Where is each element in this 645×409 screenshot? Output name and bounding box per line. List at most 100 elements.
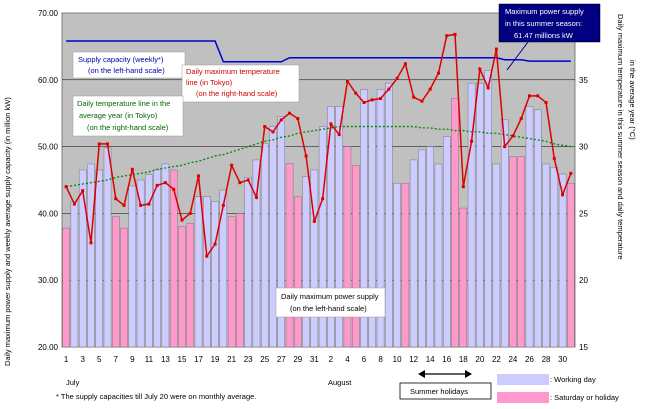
max-supply-box-line3: 61.47 millions kW [514,31,574,40]
max-temp-point-18 [205,254,209,258]
bar-23 [244,177,252,348]
max-temp-point-30 [304,154,308,158]
y2-tick-label: 20 [579,276,588,285]
bar-40 [385,82,393,348]
bar-27 [277,116,286,348]
max-temp-point-41 [395,76,399,80]
max-temp-label-line1: Daily maximum temperature [186,67,280,76]
summer-holidays-box [399,382,492,400]
x-tick-label: 7 [114,355,119,364]
avg-temp-label-line2: average year (in Tokyo) [79,111,158,120]
bar-1 [62,227,70,348]
bar-11 [145,174,153,348]
max-temp-point-11 [147,202,151,206]
bar-17 [194,196,203,348]
x-tick-label: 11 [145,355,154,364]
max-temp-point-49 [461,185,465,189]
max-temp-point-50 [470,139,474,143]
bar-44 [418,149,426,348]
x-tick-label: 20 [475,355,484,364]
x-tick-label: 31 [310,355,319,364]
bar-35 [343,146,352,348]
max-temp-point-45 [428,87,432,91]
x-tick-label: 1 [64,355,69,364]
max-temp-point-7 [114,197,118,201]
legend-swatch-saturday-holiday [497,392,549,403]
bar-33 [327,106,335,348]
bar-3 [78,169,87,348]
x-tick-label: 16 [442,355,451,364]
max-temp-point-15 [180,218,184,222]
bar-60 [550,167,559,348]
x-tick-label: 22 [492,355,501,364]
bar-19 [211,201,219,348]
x-tick-label: 5 [97,355,102,364]
max-temp-point-26 [271,130,275,134]
max-temp-point-34 [337,133,341,137]
max-temp-point-27 [279,118,283,122]
bar-34 [335,106,343,348]
bar-49 [459,207,468,348]
bar-45 [426,146,434,348]
max-temp-point-1 [64,185,68,189]
x-tick-label: 3 [80,355,85,364]
max-temp-point-58 [536,94,540,98]
bar-24 [252,159,261,348]
bar-48 [451,98,459,348]
y2-axis-title-line1: Daily maximum temperature in this summer… [616,14,625,260]
x-tick-label: 8 [378,355,383,364]
bar-21 [227,216,236,348]
max-temp-point-39 [379,97,383,101]
max-temp-point-2 [72,202,76,206]
month-label-august: August [328,378,352,387]
max-temp-point-23 [246,178,250,182]
x-tick-label: 30 [558,355,567,364]
y2-axis-title-line2: in the average year (°C) [628,60,637,140]
max-temp-point-38 [370,98,374,102]
bar-20 [219,189,228,348]
max-temp-label-line2: line (in Tokyo) [186,78,233,87]
bar-15 [178,226,186,348]
x-tick-label: 4 [345,355,350,364]
bar-51 [476,82,484,348]
max-temp-point-60 [552,157,556,161]
x-tick-label: 15 [178,355,187,364]
y-tick-label: 70.00 [38,9,59,18]
max-temp-point-3 [81,189,85,193]
bar-59 [542,163,550,348]
max-temp-point-17 [197,174,201,178]
x-tick-label: 24 [508,355,517,364]
y-tick-label: 40.00 [38,209,59,218]
max-supply-pointer [506,41,529,71]
y-tick-label: 20.00 [38,343,59,352]
max-temp-label-line3: (on the right-hand scale) [196,89,278,98]
bar-42 [401,183,410,348]
bar-54 [500,119,509,348]
bar-14 [169,169,178,348]
x-tick-label: 26 [525,355,534,364]
max-temp-point-61 [561,193,565,197]
max-temp-point-37 [362,101,366,105]
max-temp-point-24 [254,195,258,199]
supply-capacity-line [66,40,571,63]
legend-label-saturday-holiday: : Saturday or holiday [550,393,619,402]
bar-30 [302,176,310,348]
summer-holidays-arrow-right [465,370,472,378]
y2-axis-title-part2: in the average year (°C) [628,60,637,140]
x-tick-label: 19 [211,355,220,364]
max-temp-point-19 [213,242,217,246]
y-tick-label: 50.00 [38,143,59,152]
max-temp-point-21 [230,163,234,167]
x-tick-label: 29 [293,355,302,364]
max-temp-point-14 [172,187,176,191]
max-temp-point-32 [321,197,325,201]
summer-holidays-label: Summer holidays [410,387,468,396]
x-tick-label: 28 [542,355,551,364]
bar-47 [443,136,451,348]
avg-temp-line [66,125,571,188]
bar-58 [534,109,542,348]
bar-2 [70,201,79,348]
max-temp-point-40 [387,87,391,91]
bar-55 [509,156,517,348]
